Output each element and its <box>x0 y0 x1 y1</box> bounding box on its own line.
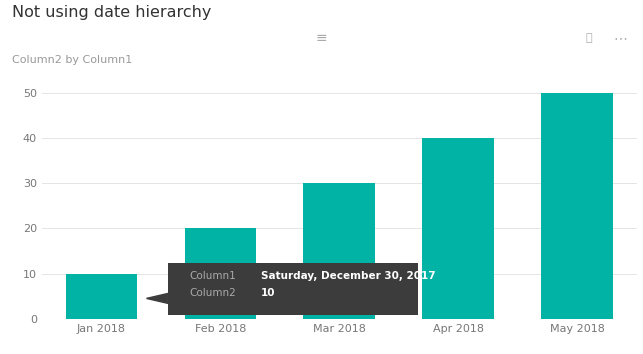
Bar <box>185 228 256 319</box>
Bar <box>541 93 613 319</box>
Polygon shape <box>147 293 168 303</box>
Text: Column2 by Column1: Column2 by Column1 <box>12 55 132 65</box>
Text: ≡: ≡ <box>316 31 327 45</box>
Bar <box>422 138 494 319</box>
Text: Saturday, December 30, 2017: Saturday, December 30, 2017 <box>260 271 435 281</box>
Text: ⋯: ⋯ <box>613 31 628 45</box>
Bar <box>66 274 137 319</box>
Text: Column1: Column1 <box>189 271 236 281</box>
Bar <box>303 183 375 319</box>
Text: ⧉: ⧉ <box>585 33 592 43</box>
Text: Not using date hierarchy: Not using date hierarchy <box>12 5 211 20</box>
FancyBboxPatch shape <box>168 263 418 315</box>
Text: 10: 10 <box>260 288 275 298</box>
Text: Column2: Column2 <box>189 288 236 298</box>
